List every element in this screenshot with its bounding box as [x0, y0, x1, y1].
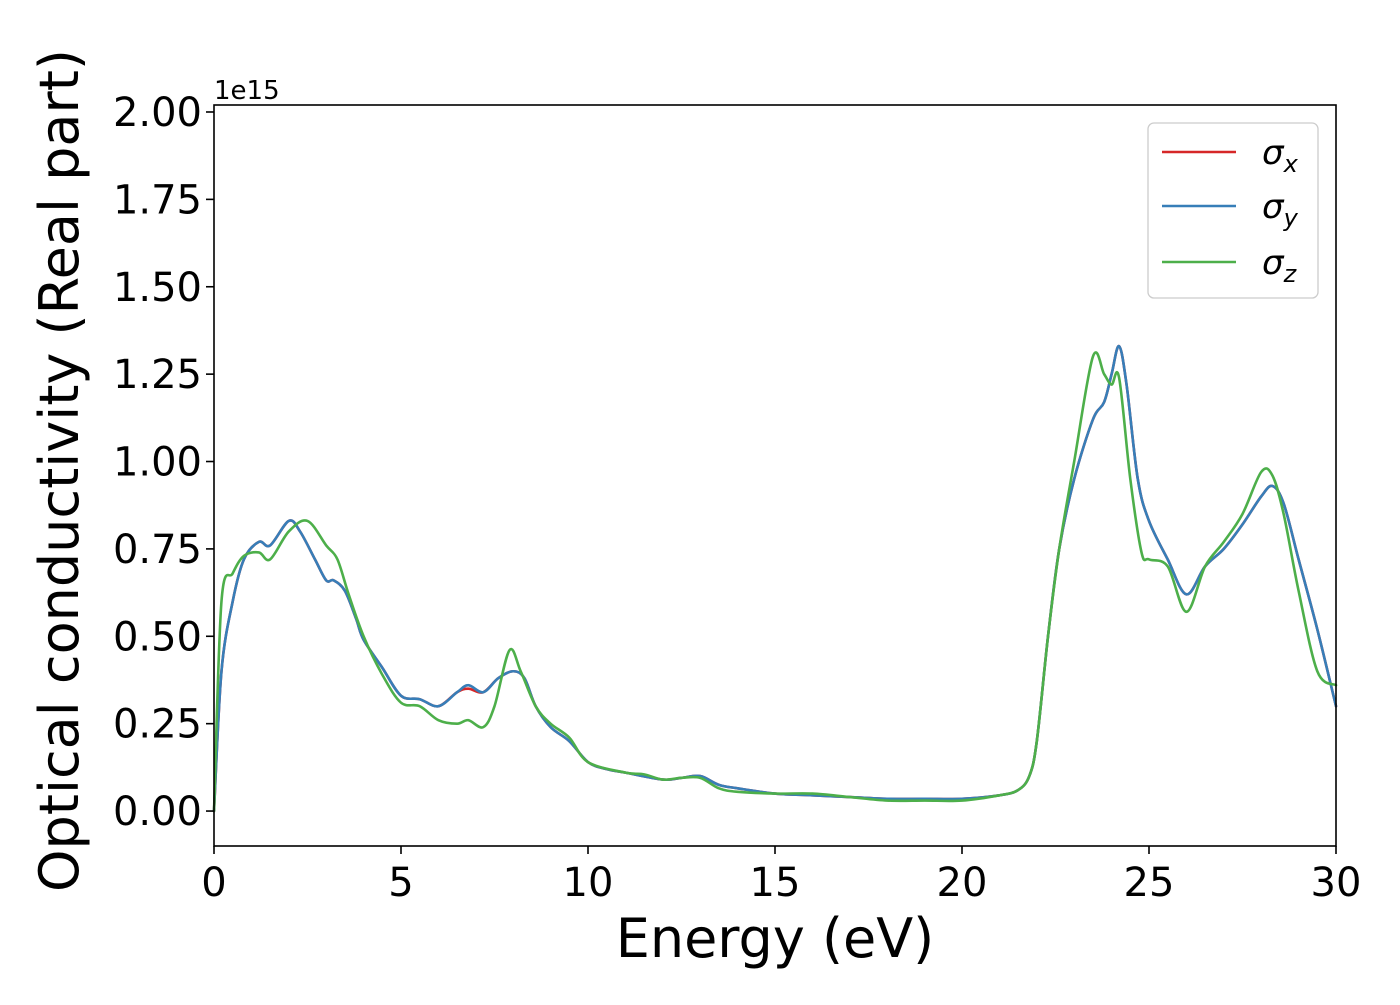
- y-tick-label: 0.75: [113, 527, 202, 573]
- y-tick-label: 0.50: [113, 614, 202, 660]
- y-axis-label: Optical conductivity (Real part): [28, 49, 91, 892]
- legend-label-subscript: z: [1283, 260, 1298, 288]
- y-tick-label: 2.00: [113, 90, 202, 136]
- legend-label-subscript: y: [1283, 204, 1299, 232]
- series-line-z: [212, 351, 1338, 813]
- plot-lines: [212, 344, 1338, 813]
- x-axis-ticks: 0 5 10 15 20 25 30: [201, 846, 1361, 906]
- legend-label-z: σz: [1262, 243, 1298, 288]
- legend-label-symbol: σ: [1262, 133, 1285, 173]
- y-tick-label: 1.50: [113, 265, 202, 311]
- y-tick-label: 1.25: [113, 352, 202, 398]
- legend-label-y: σy: [1262, 187, 1299, 232]
- series-line-y: [212, 344, 1338, 813]
- x-tick-label: 30: [1311, 860, 1362, 906]
- x-tick-label: 5: [388, 860, 413, 906]
- y-tick-label: 1.75: [113, 177, 202, 223]
- x-tick-label: 20: [937, 860, 988, 906]
- y-tick-label: 0.00: [113, 789, 202, 835]
- y-tick-label: 0.25: [113, 702, 202, 748]
- x-tick-label: 0: [201, 860, 226, 906]
- x-tick-label: 10: [563, 860, 614, 906]
- legend-label-x: σx: [1262, 133, 1299, 178]
- legend-label-symbol: σ: [1262, 187, 1285, 227]
- legend-label-subscript: x: [1283, 150, 1299, 178]
- y-axis-ticks: 0.00 0.25 0.50 0.75 1.00 1.25 1.50 1.75 2.00: [113, 90, 214, 835]
- y-tick-label: 1.00: [113, 440, 202, 486]
- legend-label-symbol: σ: [1262, 243, 1285, 283]
- x-tick-label: 25: [1124, 860, 1175, 906]
- x-tick-label: 15: [750, 860, 801, 906]
- x-axis-label: Energy (eV): [616, 907, 935, 970]
- y-axis-offset-text: 1e15: [214, 76, 280, 106]
- legend-frame: [1147, 122, 1319, 299]
